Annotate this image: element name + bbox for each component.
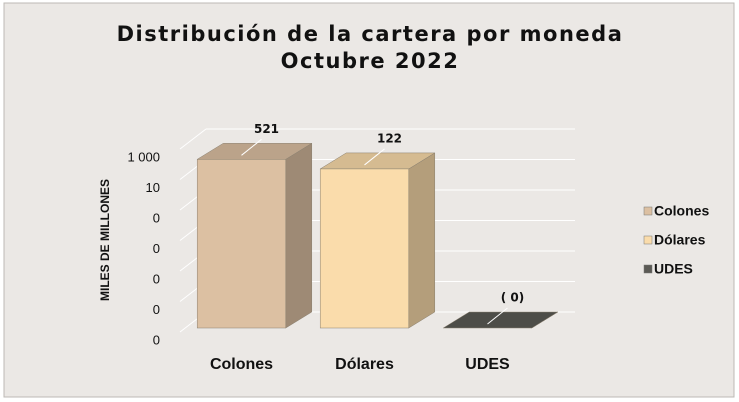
x-tick-label: Dólares — [335, 356, 394, 373]
y-tick-label: 1 000 — [127, 149, 160, 164]
y-axis-label: MILES DE MILLONES — [98, 179, 112, 301]
y-tick-label: 0 — [153, 332, 160, 347]
label-leader — [241, 138, 262, 156]
bar-side — [408, 152, 436, 329]
legend-swatch — [643, 206, 653, 216]
y-tick-label: 0 — [153, 210, 160, 225]
value-label: ( 0) — [501, 291, 525, 305]
label-leader — [487, 307, 508, 325]
x-tick-label: UDES — [465, 356, 510, 373]
label-leader — [364, 148, 385, 166]
y-tick-label: 10 — [146, 180, 160, 195]
x-tick-label: Colones — [210, 356, 273, 373]
bar — [319, 168, 410, 329]
chart-subtitle: Octubre 2022 — [281, 49, 460, 73]
bar — [196, 159, 287, 329]
bar-side — [285, 142, 313, 329]
legend-label: Dólares — [654, 232, 706, 248]
value-label: 521 — [254, 122, 279, 136]
y-tick-label: 0 — [153, 241, 160, 256]
y-tick-label: 0 — [153, 271, 160, 286]
value-label: 122 — [377, 131, 402, 145]
grid-diagonal — [179, 128, 207, 150]
bar-top — [442, 311, 559, 329]
legend-swatch — [643, 264, 653, 274]
chart-title: Distribución de la cartera por moneda — [117, 22, 624, 46]
legend-swatch — [643, 235, 653, 245]
legend-label: UDES — [654, 261, 693, 277]
legend-label: Colones — [654, 203, 709, 219]
y-tick-label: 0 — [153, 302, 160, 317]
